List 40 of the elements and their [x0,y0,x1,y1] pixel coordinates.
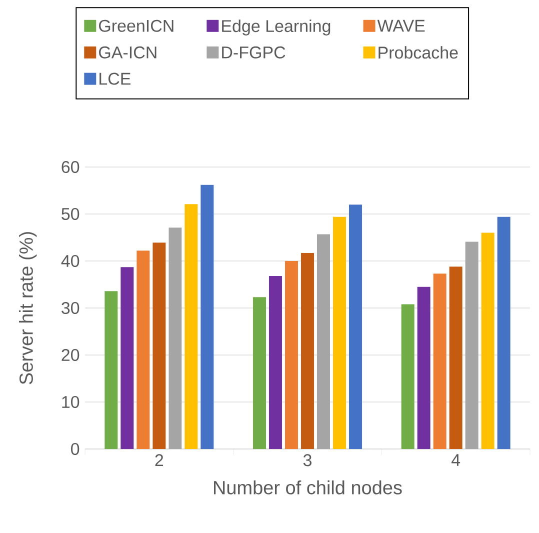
y-tick-label: 50 [62,208,80,220]
legend-label: D-FGPC [222,46,286,58]
bar [433,274,446,449]
bar [449,266,462,449]
bar [349,204,362,449]
bar [417,286,430,449]
x-axis-title: Number of child nodes [214,480,402,494]
legend-label: Probcache [378,46,458,59]
bar [136,250,150,449]
bar [316,234,330,449]
bar [401,304,414,449]
y-axis-title: Server hit rate (%) [18,232,37,384]
bar [269,276,282,449]
x-tick-label: 2 [155,454,164,466]
y-tick-label: 40 [61,254,80,268]
y-tick-label: 0 [71,442,80,456]
bar [333,216,346,449]
bar [152,242,166,449]
bar [253,297,266,449]
y-tick-label: 30 [62,302,80,314]
bar [497,216,510,449]
legend-label: Edge Learning [222,20,330,36]
legend-label: WAVE [377,20,425,32]
bar [104,291,118,449]
bar [120,267,134,449]
bar [465,242,478,449]
y-tick-label: 60 [62,160,80,174]
bar [184,204,198,449]
y-tick-label: 10 [62,396,80,408]
legend-label: GreenICN [99,20,174,32]
legend-label: LCE [100,72,130,85]
bar [481,232,494,449]
bar [200,184,214,449]
x-tick-label: 4 [451,454,460,466]
bar [301,253,314,449]
x-tick-label: 3 [303,454,312,466]
legend-label: GA-ICN [99,46,156,58]
y-tick-label: 20 [62,348,80,362]
bar [168,228,182,449]
bar [285,260,298,449]
